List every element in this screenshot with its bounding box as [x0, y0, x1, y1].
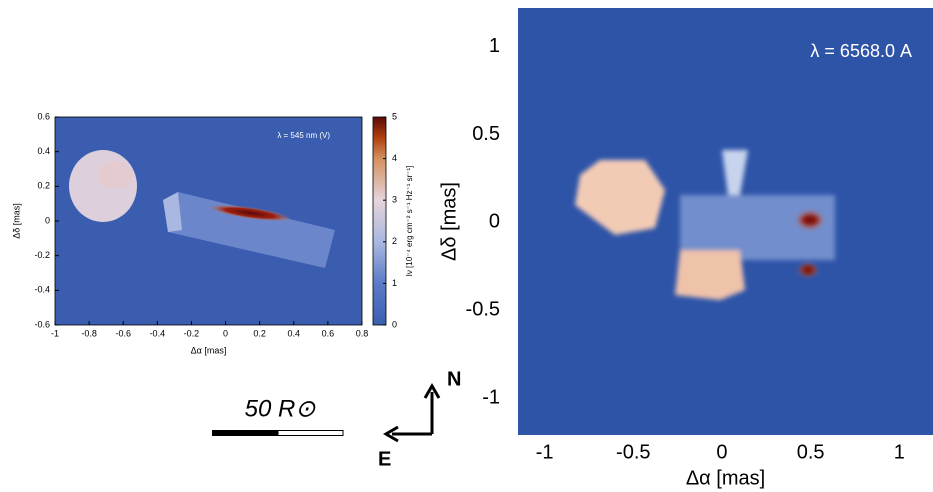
colorbar-label: Iν [10⁻⁴ erg cm⁻² s⁻¹ Hz⁻¹ sr⁻¹] — [405, 166, 414, 277]
y-tick-label: -0.2 — [34, 250, 50, 260]
x-tick-label: -0.6 — [115, 328, 131, 338]
hot-region — [208, 204, 292, 222]
x-tick-label: 0.4 — [288, 328, 301, 338]
x-tick-label: -0.2 — [184, 328, 200, 338]
x-tick-label: 0.5 — [797, 441, 825, 463]
y-tick-label: 0.6 — [37, 111, 50, 121]
companion-disk — [163, 192, 335, 268]
x-axis-label: Δα [mas] — [191, 345, 227, 355]
y-tick-label: -0.4 — [34, 285, 50, 295]
colorbar-frame — [372, 116, 387, 326]
star-disk — [69, 150, 137, 222]
colorbar — [373, 117, 386, 325]
x-tick-label: 0.2 — [253, 328, 266, 338]
x-tick-label: -0.8 — [81, 328, 97, 338]
emission — [575, 150, 835, 300]
x-axis-label: Δα [mas] — [686, 467, 765, 489]
hot-spot — [796, 210, 824, 230]
x-tick-label: -0.5 — [616, 441, 650, 463]
x-tick-label: 0 — [716, 441, 727, 463]
x-tick-label: -1 — [536, 441, 554, 463]
colorbar-tick-label: 4 — [392, 153, 397, 163]
compass-east: E — [378, 448, 391, 470]
x-tick-label: -0.4 — [150, 328, 166, 338]
scale-bar — [277, 430, 344, 436]
colorbar-tick-label: 2 — [392, 236, 397, 246]
y-tick-label: 0.2 — [37, 181, 50, 191]
star-blob — [575, 160, 665, 235]
star-spot — [97, 161, 133, 189]
y-tick-label: 0.4 — [37, 146, 50, 156]
lower-blob — [675, 250, 745, 300]
x-tick-label: -1 — [51, 328, 59, 338]
compass — [383, 383, 441, 443]
x-tick-label: 1 — [894, 441, 905, 463]
y-axis-label: Δδ [mas] — [11, 203, 21, 239]
annotation: λ = 545 nm (V) — [277, 131, 330, 140]
colorbar-tick-label: 5 — [392, 111, 397, 121]
scale-bar — [212, 430, 278, 436]
scale-label: 50 R⊙ — [245, 395, 317, 422]
x-tick-label: 0.6 — [322, 328, 335, 338]
hot-spot — [798, 263, 818, 277]
x-tick-label: 0 — [223, 328, 228, 338]
y-tick-label: -0.5 — [466, 299, 500, 321]
spike — [722, 150, 748, 195]
y-tick-label: 0 — [45, 215, 50, 225]
y-tick-label: 0.5 — [472, 123, 500, 145]
y-tick-label: -0.6 — [34, 319, 50, 329]
x-tick-label: 0.8 — [356, 328, 369, 338]
annotation: λ = 6568.0 A — [810, 41, 912, 61]
colorbar-tick-label: 0 — [392, 319, 397, 329]
y-tick-label: -1 — [482, 386, 500, 408]
colorbar-tick-label: 1 — [392, 278, 397, 288]
colorbar-tick-label: 3 — [392, 195, 397, 205]
disk-edge — [163, 192, 182, 232]
y-tick-label: 1 — [489, 35, 500, 57]
compass-north: N — [447, 368, 461, 390]
y-tick-label: 0 — [489, 211, 500, 233]
y-axis-label: Δδ [mas] — [438, 182, 460, 261]
